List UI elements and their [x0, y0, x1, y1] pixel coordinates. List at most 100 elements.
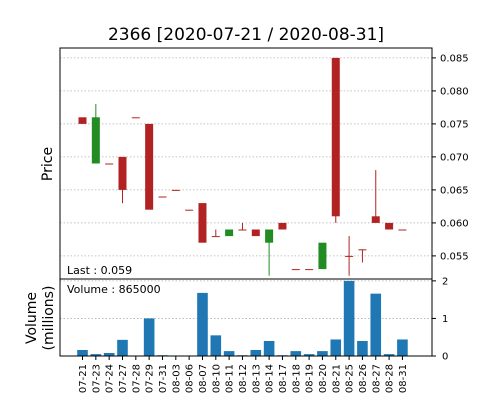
volume-bar-08-26 [357, 340, 368, 356]
volume-tick-label: 0 [442, 352, 448, 363]
volume-bars [77, 280, 408, 356]
price-tick-label: 0.055 [440, 251, 469, 262]
date-tick-label: 08-12 [238, 364, 249, 393]
candlestick-08-28 [385, 222, 394, 230]
date-tick-label: 08-28 [385, 364, 396, 393]
date-axis-ticks: 07-21 07-23 07-24 07-27 07-28 07-29 07-31 08-03… [78, 356, 409, 393]
price-plot-frame [59, 47, 433, 280]
candle-body [265, 229, 274, 243]
candlestick-08-18 [291, 269, 300, 271]
candlestick-07-29 [145, 123, 154, 210]
candle-body [91, 117, 100, 164]
volume-bar-08-07 [197, 292, 208, 356]
volume-bar-08-31 [397, 339, 408, 356]
date-tick-label: 08-07 [198, 364, 209, 393]
price-panel: 0.055 0.060 0.065 0.070 0.075 0.080 0.085 Last… [40, 47, 469, 280]
volume-tick-label: 1 [442, 314, 448, 325]
candle-body [225, 229, 234, 237]
candlestick-08-07 [198, 203, 207, 243]
candle-body [185, 209, 194, 211]
date-tick-label: 08-18 [291, 364, 302, 393]
date-tick-label: 07-21 [78, 364, 89, 393]
volume-bar-07-29 [143, 318, 155, 356]
candle-body [171, 189, 180, 191]
volume-bar-08-13 [250, 349, 262, 356]
candlestick-08-19 [305, 269, 314, 271]
candlestick-08-14 [265, 229, 274, 276]
volume-axis-label: Volume(millions) [24, 286, 57, 351]
volume-annotation: Volume : 865000 [67, 283, 161, 296]
volume-bar-07-23 [90, 354, 102, 356]
date-tick-label: 08-26 [358, 364, 369, 393]
price-tick-label: 0.075 [440, 119, 469, 130]
volume-bar-08-20 [317, 351, 328, 356]
candlestick-07-27 [118, 156, 127, 204]
candlestick-08-20 [318, 242, 327, 270]
volume-bar-08-21 [330, 339, 342, 356]
candle-body [278, 222, 287, 230]
price-axis-label: Price [40, 147, 56, 181]
candlestick-07-28 [131, 117, 140, 119]
date-tick-label: 08-17 [278, 364, 289, 393]
date-tick-label: 07-31 [158, 364, 169, 393]
candle-body [305, 269, 314, 271]
candlestick-08-17 [278, 222, 287, 230]
date-tick-label: 08-11 [225, 364, 236, 393]
candlestick-07-23 [91, 104, 100, 164]
candle-body [251, 229, 260, 237]
candle-body [145, 123, 154, 210]
price-axis-ticks: 0.055 0.060 0.065 0.070 0.075 0.080 0.085 [432, 53, 469, 262]
volume-axis-label-line: (millions) [41, 286, 57, 351]
volume-bar-08-18 [290, 351, 302, 356]
candlestick-08-25 [345, 236, 354, 276]
date-tick-label: 08-25 [345, 364, 356, 393]
volume-axis-label-line: Volume [24, 292, 40, 344]
candlestick-08-13 [251, 229, 260, 237]
date-tick-label: 07-27 [118, 364, 129, 393]
candle-body [118, 156, 127, 190]
volume-bar-08-28 [383, 354, 395, 356]
volume-bar-08-10 [210, 335, 222, 356]
date-tick-label: 08-14 [265, 364, 276, 393]
candlestick-08-10 [211, 229, 220, 238]
candle-body [131, 117, 140, 119]
volume-axis-ticks: 0 1 2 [432, 276, 448, 363]
candlestick-08-21 [331, 57, 340, 223]
last-price-annotation: Last : 0.059 [67, 264, 132, 277]
candle-body [345, 255, 354, 257]
volume-bar-08-27 [370, 293, 382, 356]
date-tick-label: 08-31 [398, 364, 409, 393]
candlestick-07-31 [158, 196, 167, 198]
candlestick-07-21 [78, 117, 87, 124]
price-tick-label: 0.060 [440, 218, 469, 229]
volume-bar-07-27 [117, 339, 128, 356]
date-tick-label: 07-29 [145, 364, 156, 393]
candlestick-08-26 [358, 249, 367, 263]
volume-bar-08-11 [223, 351, 235, 356]
candle-body [238, 229, 247, 231]
price-tick-label: 0.065 [440, 185, 469, 196]
volume-bar-08-19 [303, 354, 315, 356]
date-tick-label: 08-13 [251, 364, 262, 393]
volume-bar-07-21 [77, 349, 88, 356]
price-tick-label: 0.070 [440, 152, 469, 163]
candle-body [198, 203, 207, 243]
date-tick-label: 08-06 [185, 364, 196, 393]
candle-body [211, 236, 220, 238]
date-tick-label: 07-28 [131, 364, 142, 393]
volume-panel: 0 1 2 Volume : 865000 Volume(millions) [24, 276, 448, 362]
candle-body [358, 249, 367, 251]
candle-body [291, 269, 300, 271]
date-tick-label: 08-03 [171, 364, 182, 393]
date-tick-label: 07-23 [91, 364, 102, 393]
candle-body [318, 242, 327, 270]
volume-bar-07-24 [103, 352, 115, 356]
price-tick-label: 0.080 [440, 86, 469, 97]
candlestick-08-06 [185, 209, 194, 211]
date-tick-label: 08-21 [331, 364, 342, 393]
date-tick-label: 08-10 [211, 364, 222, 393]
candlestick-08-12 [238, 222, 247, 231]
candle-body [398, 229, 407, 231]
date-tick-label: 08-27 [371, 364, 382, 393]
